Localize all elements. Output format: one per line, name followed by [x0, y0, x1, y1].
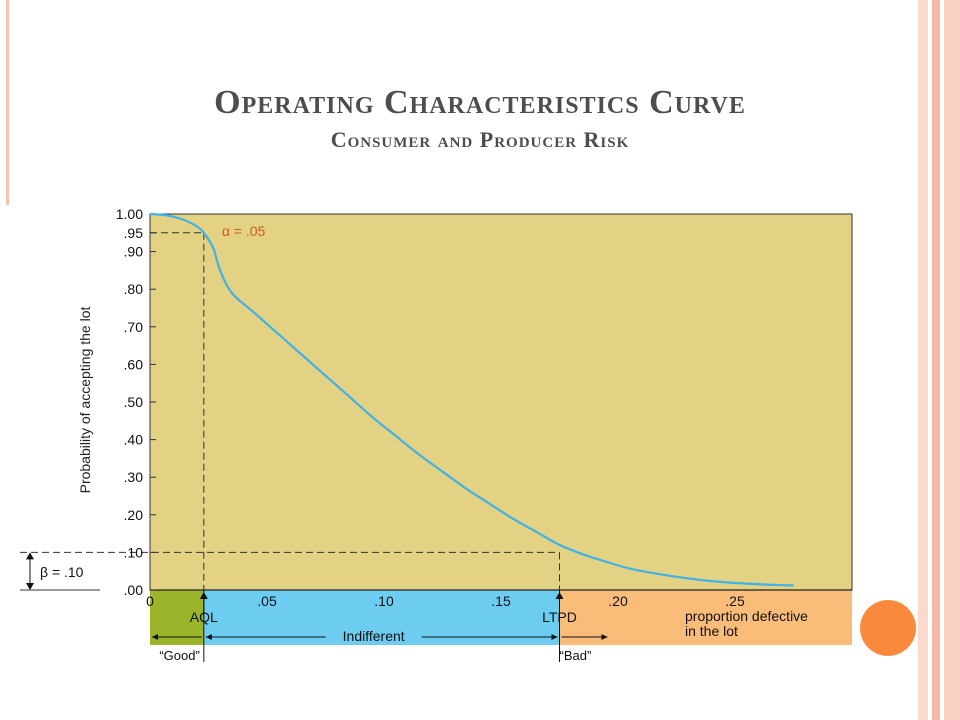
indifferent-arrow-left [205, 634, 326, 640]
y-tick-label: .70 [124, 319, 144, 335]
x-tick-label: .15 [491, 593, 511, 609]
good-arrow [152, 634, 202, 640]
indifferent-arrow-right [421, 634, 558, 640]
zone-label-bad: “Bad” [560, 648, 592, 663]
y-tick-label: .60 [124, 356, 144, 372]
y-tick-label: .40 [124, 432, 144, 448]
zone-band [203, 590, 560, 645]
right-accent-bar [944, 0, 960, 720]
x-tick-label: .25 [725, 593, 745, 609]
zone-band [559, 590, 852, 645]
x-axis-label-line1: proportion defective [685, 608, 808, 624]
plot-area [149, 213, 853, 591]
y-tick-label: .00 [124, 582, 144, 598]
y-tick-label: .80 [124, 281, 144, 297]
y-tick-label: .90 [124, 244, 144, 260]
x-tick-label: .05 [257, 593, 277, 609]
y-axis-label: Probability of accepting the lot [77, 307, 93, 494]
alpha-label: α = .05 [222, 223, 266, 239]
left-accent-bar [6, 0, 9, 205]
x-tick-label: 0 [146, 593, 154, 609]
zone-band [150, 590, 204, 645]
right-accent-bar [932, 0, 940, 720]
aql-marker [199, 592, 208, 618]
y-tick-label: .20 [124, 507, 144, 523]
slide-title: Operating Characteristics Curve [214, 84, 746, 121]
zone-label-good: “Good” [159, 648, 199, 663]
beta-label: β = .10 [40, 564, 84, 580]
bad-arrow [561, 634, 608, 640]
y-tick-label: .95 [124, 225, 144, 241]
slide-subtitle: Consumer and Producer Risk [330, 127, 630, 152]
x-axis-label-line2: in the lot [685, 623, 738, 639]
y-tick-label: .50 [124, 394, 144, 410]
right-accent-bar [918, 0, 928, 720]
oc-curve-line [149, 212, 794, 587]
orange-circle-decoration [860, 600, 916, 656]
zone-label-indifferent: Indifferent [343, 628, 405, 644]
ltpd-marker [555, 592, 564, 599]
x-tick-label: .10 [374, 593, 394, 609]
x-tick-label: .20 [608, 593, 628, 609]
aql-label: AQL [190, 609, 218, 625]
y-tick-label: .30 [124, 469, 144, 485]
y-tick-label: 1.00 [116, 206, 143, 222]
beta-bracket [20, 552, 100, 591]
ltpd-label: LTPD [542, 609, 577, 625]
y-tick-label: .10 [124, 544, 144, 560]
